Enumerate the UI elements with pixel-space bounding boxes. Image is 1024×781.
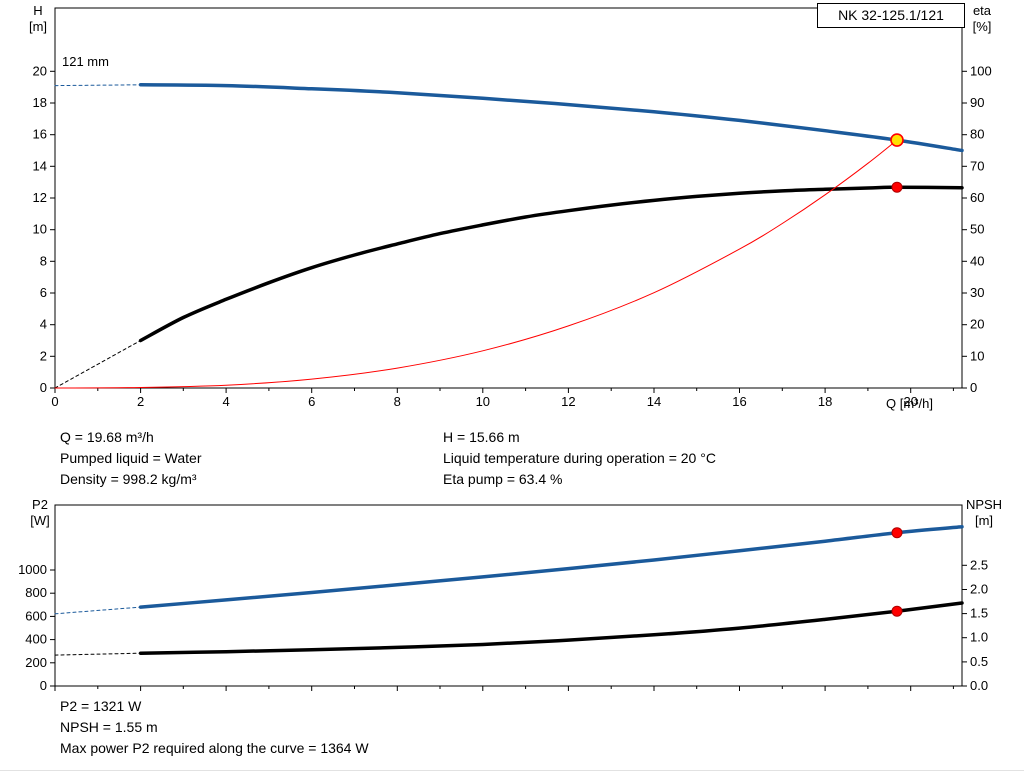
y-right-tick-label: 40 xyxy=(970,253,984,268)
y-left-tick-label: 20 xyxy=(33,63,47,78)
y-right-tick-label: 60 xyxy=(970,190,984,205)
power-npsh-chart: 0 200 400 600 800 1000 0.0 0.5 1.0 1.5 2.0 2.5 xyxy=(18,504,988,693)
eta-axis-title-symbol: eta xyxy=(972,3,992,18)
power-axis-title: P2 [W] xyxy=(18,497,62,529)
y-right-tick-label: 2.0 xyxy=(970,582,988,597)
y-right-tick-label: 70 xyxy=(970,158,984,173)
efficiency-curve-extension xyxy=(54,340,142,389)
p2-curve xyxy=(138,525,964,609)
head-axis-title-symbol: H xyxy=(33,3,43,18)
y-right-tick-label: 1.5 xyxy=(970,606,988,621)
pumped-liquid-text: Pumped liquid = Water xyxy=(60,450,202,466)
x-tick-label: 4 xyxy=(222,394,229,409)
y-left-tick-label: 16 xyxy=(33,127,47,142)
x-tick-label: 8 xyxy=(394,394,401,409)
duty-head-text: H = 15.66 m xyxy=(443,429,520,445)
x-tick-label: 12 xyxy=(561,394,575,409)
x-tick-label: 2 xyxy=(137,394,144,409)
y-right-tick-label: 10 xyxy=(970,348,984,363)
npsh-value-text: NPSH = 1.55 m xyxy=(60,719,158,735)
x-tick-label: 0 xyxy=(51,394,58,409)
bottom-divider xyxy=(0,770,1024,771)
flow-axis-label: Q [m³/h] xyxy=(886,396,933,411)
y-left-tick-label: 0 xyxy=(40,380,47,395)
head-curve-extension xyxy=(54,84,142,87)
npsh-curve xyxy=(138,601,964,655)
y-left-tick-label: 14 xyxy=(33,158,47,173)
y-left-tick-label: 800 xyxy=(25,585,47,600)
y-left-tick-label: 1000 xyxy=(18,562,47,577)
head-axis-title-unit: [m] xyxy=(28,19,48,34)
plot-frame xyxy=(54,504,963,687)
y-left-tick-label: 8 xyxy=(40,253,47,268)
y-left-tick-label: 10 xyxy=(33,222,47,237)
duty-info-left: Q = 19.68 m³/h Pumped liquid = Water Den… xyxy=(60,427,202,490)
density-text: Density = 998.2 kg/m³ xyxy=(60,471,197,487)
power-axis-title-unit: [W] xyxy=(30,513,50,528)
y-right-tick-label: 50 xyxy=(970,222,984,237)
y-right-tick-label: 20 xyxy=(970,317,984,332)
duty-flow-text: Q = 19.68 m³/h xyxy=(60,429,154,445)
y-left-tick-label: 0 xyxy=(40,678,47,693)
x-tick-label: 6 xyxy=(308,394,315,409)
duty-point-efficiency xyxy=(891,181,903,193)
eta-axis-title-unit: [%] xyxy=(972,19,992,34)
y-left-tick-label: 400 xyxy=(25,632,47,647)
y-left-tick-label: 600 xyxy=(25,608,47,623)
y-left-tick-label: 6 xyxy=(40,285,47,300)
head-curve xyxy=(138,83,964,153)
y-right-tick-label: 0.5 xyxy=(970,654,988,669)
y-left-tick-label: 12 xyxy=(33,190,47,205)
plot-frame xyxy=(54,7,963,389)
head-axis-title: H [m] xyxy=(20,3,56,35)
system-curve xyxy=(54,139,898,389)
y-right-tick-label: 0.0 xyxy=(970,678,988,693)
eta-axis-title: eta [%] xyxy=(962,3,1002,35)
y-right-tick-label: 100 xyxy=(970,63,992,78)
impeller-diameter-label: 121 mm xyxy=(62,54,109,69)
p2-value-text: P2 = 1321 W xyxy=(60,698,142,714)
npsh-axis-title: NPSH [m] xyxy=(958,497,1010,529)
efficiency-curve xyxy=(138,185,964,343)
npsh-axis-title-symbol: NPSH xyxy=(965,497,1003,512)
eta-pump-text: Eta pump = 63.4 % xyxy=(443,471,563,487)
x-tick-label: 14 xyxy=(647,394,661,409)
power-npsh-info: P2 = 1321 W NPSH = 1.55 m Max power P2 r… xyxy=(60,696,369,759)
duty-point-p2 xyxy=(891,527,903,539)
y-left-tick-label: 4 xyxy=(40,317,47,332)
y-right-tick-label: 1.0 xyxy=(970,630,988,645)
x-tick-label: 16 xyxy=(732,394,746,409)
duty-point-head xyxy=(890,133,904,147)
x-tick-label: 20 xyxy=(903,394,917,409)
p2-curve-extension xyxy=(54,606,142,615)
max-power-text: Max power P2 required along the curve = … xyxy=(60,740,369,756)
y-right-tick-label: 90 xyxy=(970,95,984,110)
pump-model-badge: NK 32-125.1/121 xyxy=(817,3,965,28)
h-q-chart: 0 2 4 6 8 10 12 14 16 18 20 0 2 4 6 8 10 12 14 16 18 20 0 10 20 3… xyxy=(33,7,992,409)
duty-info-right: H = 15.66 m Liquid temperature during op… xyxy=(443,427,716,490)
y-right-tick-label: 0 xyxy=(970,380,977,395)
y-left-tick-label: 2 xyxy=(40,348,47,363)
y-right-tick-label: 30 xyxy=(970,285,984,300)
y-left-tick-label: 18 xyxy=(33,95,47,110)
x-tick-label: 10 xyxy=(476,394,490,409)
y-right-tick-label: 80 xyxy=(970,127,984,142)
liquid-temperature-text: Liquid temperature during operation = 20… xyxy=(443,450,716,466)
npsh-axis-title-unit: [m] xyxy=(974,513,994,528)
npsh-curve-extension xyxy=(54,652,142,656)
power-axis-title-symbol: P2 xyxy=(32,497,48,512)
duty-point-npsh xyxy=(891,605,903,617)
y-left-tick-label: 200 xyxy=(25,655,47,670)
y-right-tick-label: 2.5 xyxy=(970,557,988,572)
x-tick-label: 18 xyxy=(818,394,832,409)
